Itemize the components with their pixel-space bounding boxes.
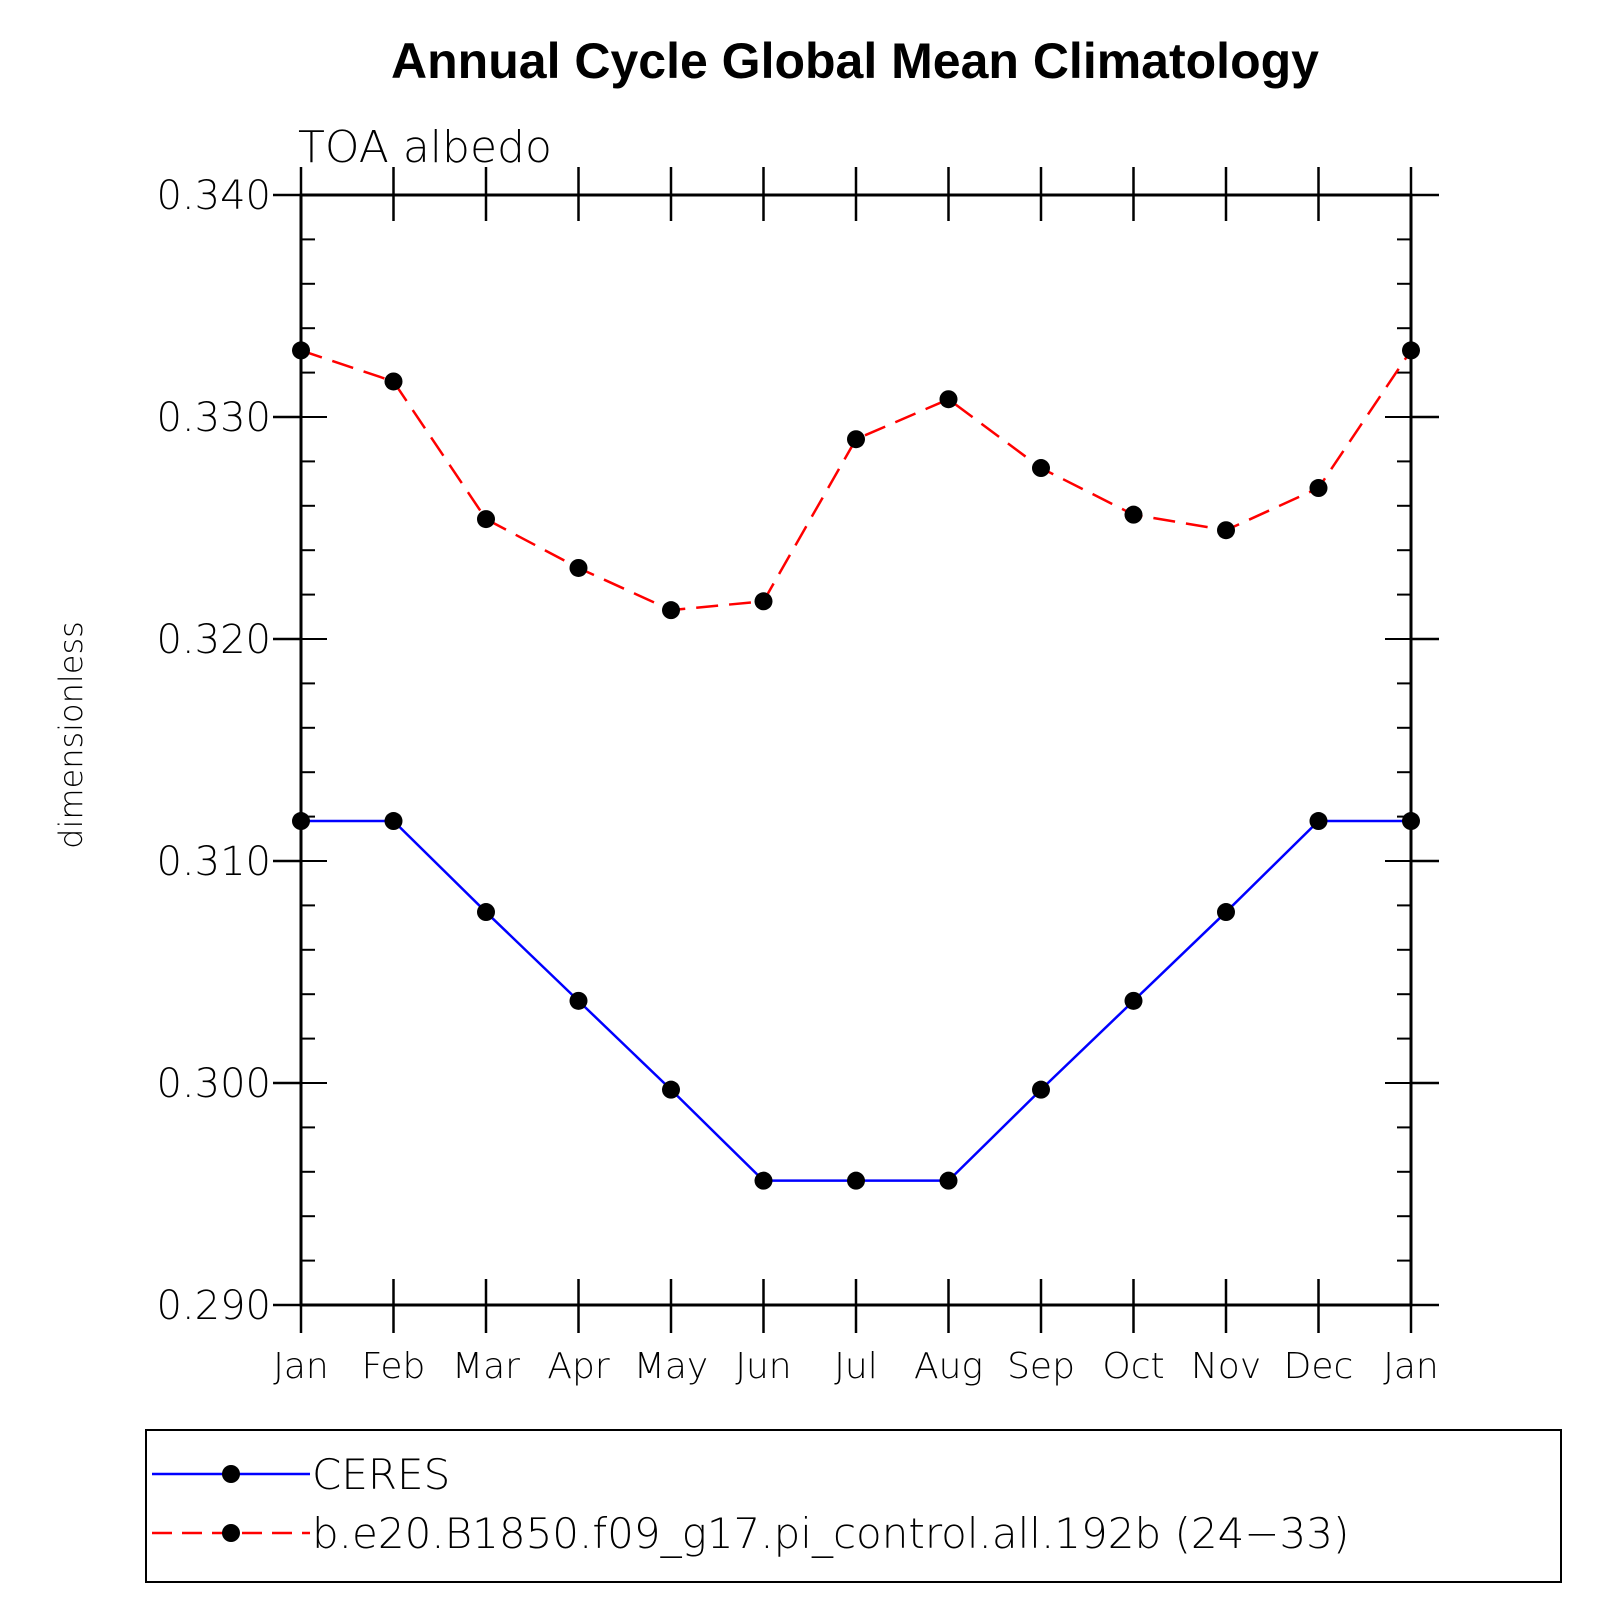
legend-marker-model <box>222 1524 240 1542</box>
x-tick-label: Jul <box>834 1346 877 1387</box>
data-point-series-1 <box>939 390 958 409</box>
x-tick-label: Nov <box>1191 1346 1261 1387</box>
data-point-series-1 <box>1124 505 1143 524</box>
x-tick-label: Sep <box>1007 1346 1075 1387</box>
data-point-series-0 <box>939 1171 958 1190</box>
y-tick-label: 0.340 <box>156 173 271 219</box>
y-tick-label: 0.330 <box>156 395 271 441</box>
y-tick-label: 0.300 <box>156 1061 271 1107</box>
y-tick-label: 0.310 <box>156 839 271 885</box>
x-tick-label: Mar <box>452 1346 520 1387</box>
data-point-series-0 <box>1124 991 1143 1010</box>
data-point-series-0 <box>662 1080 680 1099</box>
x-tick-label: Apr <box>547 1346 609 1387</box>
x-tick-label: Dec <box>1284 1346 1354 1387</box>
y-tick-label: 0.290 <box>156 1283 271 1329</box>
data-point-series-1 <box>662 601 680 620</box>
x-tick-label: Feb <box>362 1346 426 1387</box>
data-point-series-0 <box>1309 812 1328 831</box>
data-point-series-0 <box>1217 903 1235 922</box>
x-tick-labels: Jan Feb Mar Apr May Jun Jul Aug Sep Oct Nov Dec Jan <box>273 1346 1439 1387</box>
data-point-series-1 <box>1217 521 1235 540</box>
series-line-1 <box>300 349 1413 612</box>
data-point-series-0 <box>569 991 588 1010</box>
x-tick-label: Jun <box>735 1346 791 1387</box>
y-tick-label: 0.320 <box>156 617 271 663</box>
data-point-series-1 <box>477 510 495 529</box>
data-point-series-1 <box>1309 479 1328 498</box>
series-lines <box>300 349 1413 1182</box>
legend-box <box>145 1429 1562 1583</box>
data-point-series-0 <box>384 812 403 831</box>
series-line-0 <box>301 819 1411 1182</box>
plot-frame <box>299 193 1413 1307</box>
legend: CERES b.e20.B1850.f09_g17.pi_control.all… <box>145 1429 1562 1583</box>
x-tick-label: Oct <box>1102 1346 1164 1387</box>
data-point-series-1 <box>847 430 865 449</box>
legend-label-ceres: CERES <box>312 1450 450 1499</box>
chart-title: Annual Cycle Global Mean Climatology <box>391 33 1319 89</box>
data-point-series-0 <box>754 1171 773 1190</box>
data-point-series-1 <box>384 372 403 391</box>
data-point-series-0 <box>477 903 495 922</box>
x-tick-label: Jan <box>273 1346 329 1387</box>
data-point-series-0 <box>847 1171 865 1190</box>
x-tick-label: Aug <box>914 1346 983 1387</box>
data-point-series-1 <box>569 558 588 577</box>
x-tick-label: Jan <box>1383 1346 1439 1387</box>
chart-subtitle: TOA albedo <box>298 122 552 173</box>
data-point-series-0 <box>1032 1080 1050 1099</box>
tick-marks <box>273 167 1439 1333</box>
legend-marker-ceres <box>222 1465 240 1483</box>
legend-label-model: b.e20.B1850.f09_g17.pi_control.all.192b … <box>312 1509 1349 1558</box>
y-tick-labels: 0.290 0.300 0.310 0.320 0.330 0.340 <box>156 173 271 1329</box>
x-tick-label: May <box>634 1346 708 1387</box>
series-markers <box>292 341 1420 1190</box>
data-point-series-1 <box>1032 459 1050 478</box>
data-point-series-1 <box>754 592 773 611</box>
y-axis-label: dimensionless <box>52 621 90 849</box>
